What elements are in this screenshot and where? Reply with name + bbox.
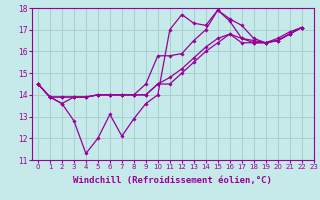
X-axis label: Windchill (Refroidissement éolien,°C): Windchill (Refroidissement éolien,°C) [73, 176, 272, 185]
